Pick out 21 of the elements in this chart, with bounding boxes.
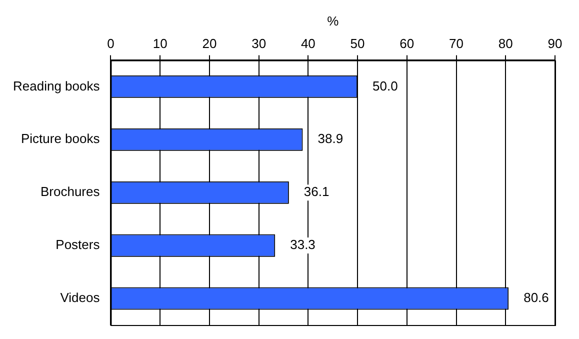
y-tick-label: Brochures — [40, 184, 100, 200]
x-tick-label: 40 — [300, 36, 316, 51]
data-label: 50.0 — [372, 78, 398, 94]
y-tick-label: Reading books — [12, 78, 100, 94]
x-tick-label: 30 — [252, 36, 266, 51]
x-tick-label: 80 — [498, 36, 513, 51]
x-tick-label: 50 — [350, 36, 365, 51]
data-label: 36.1 — [304, 184, 330, 200]
y-tick-label: Picture books — [20, 131, 100, 146]
x-tick-label: 20 — [202, 36, 217, 51]
y-tick-label: Posters — [56, 237, 100, 252]
y-tick-label: Videos — [60, 290, 100, 306]
x-tick-label: 60 — [400, 36, 414, 51]
x-tick-label: 10 — [152, 36, 168, 51]
x-tick-label: 70 — [449, 36, 464, 51]
data-label: 33.3 — [290, 237, 316, 252]
x-axis-title: % — [327, 13, 340, 28]
data-label: 38.9 — [318, 131, 344, 146]
x-tick-label: 90 — [548, 36, 562, 51]
x-tick-label: 0 — [107, 36, 114, 51]
data-label: 80.6 — [524, 290, 549, 306]
